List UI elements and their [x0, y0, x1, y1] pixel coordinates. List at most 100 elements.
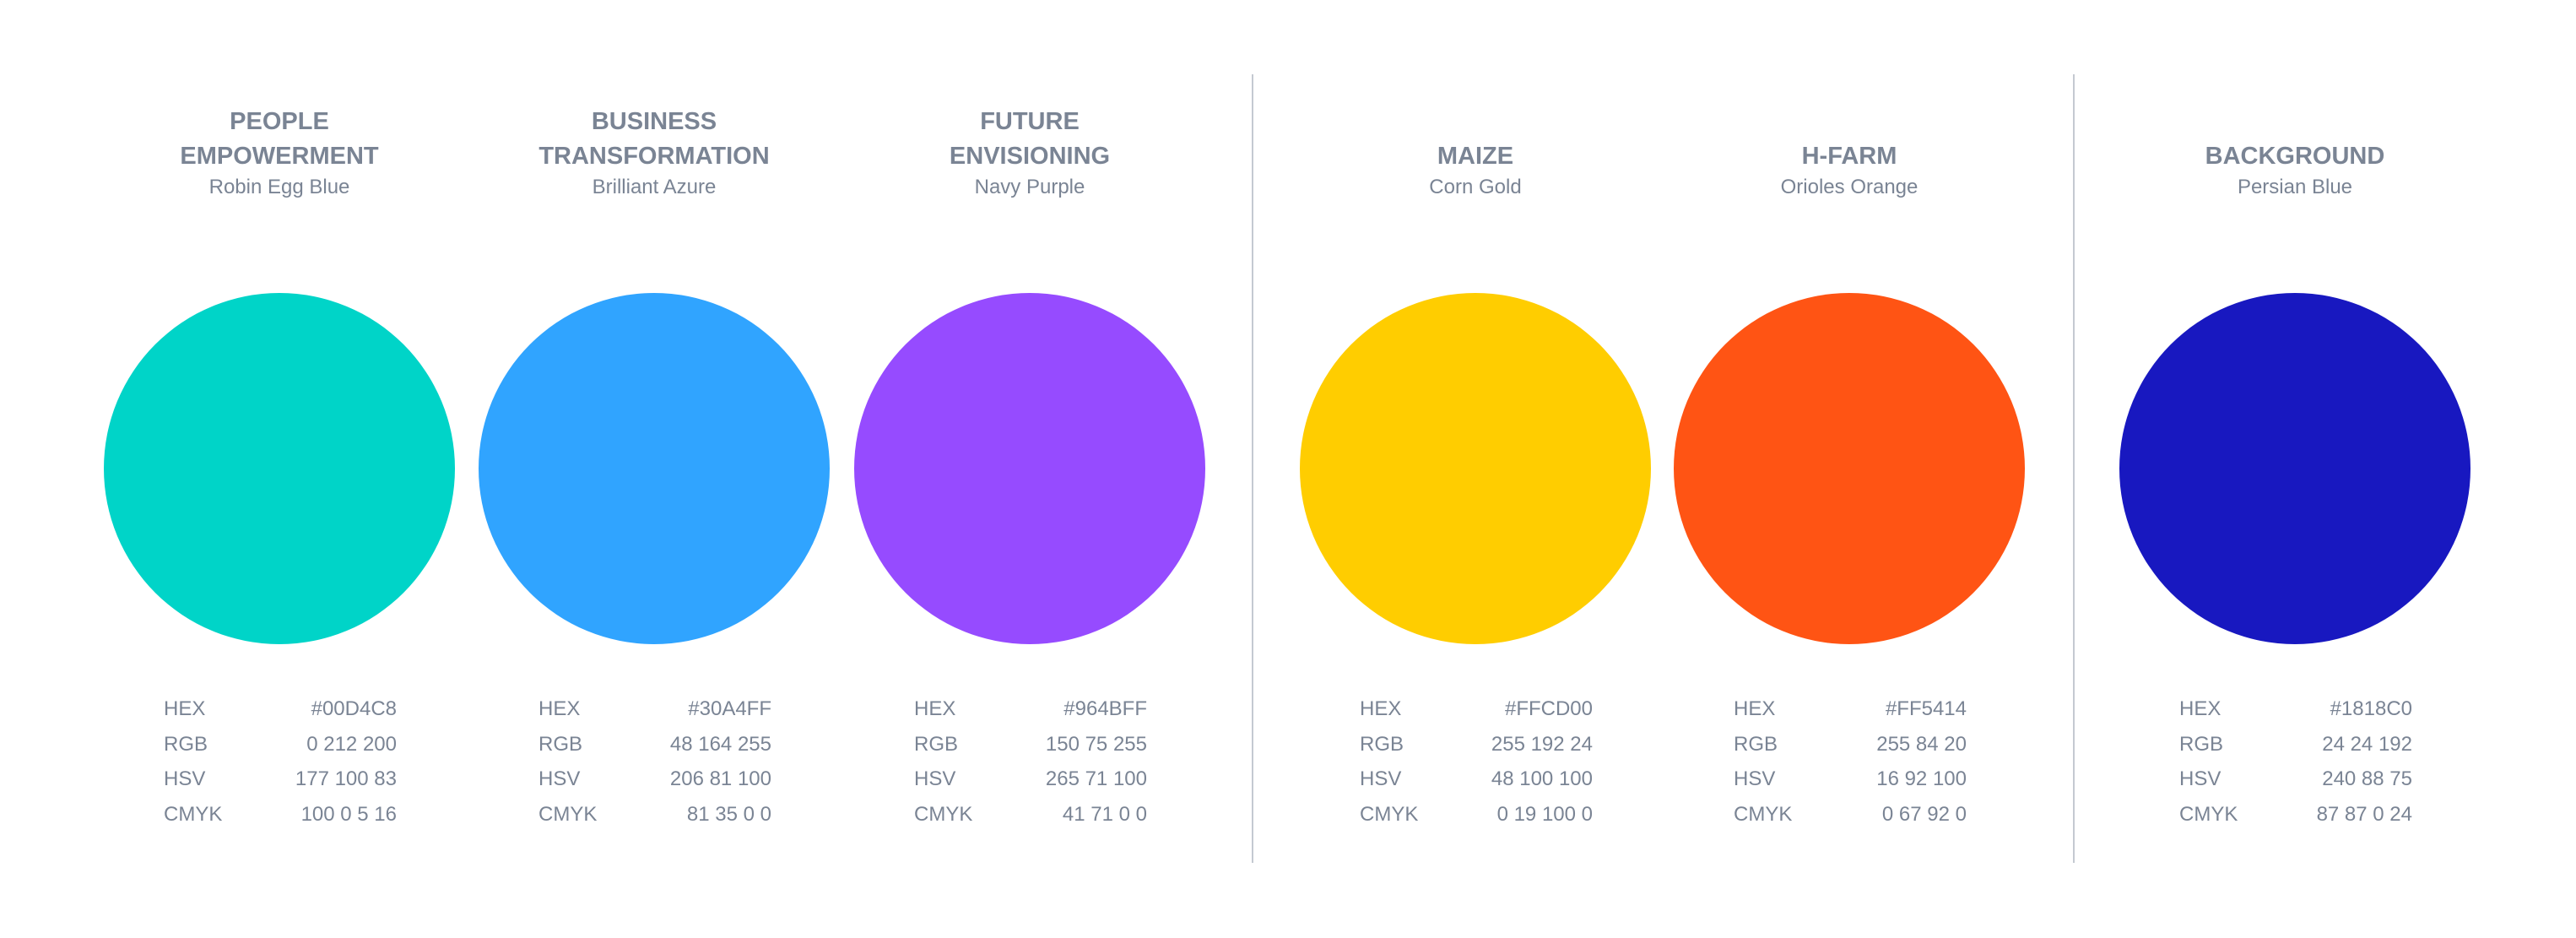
spec-value: 177 100 83 [295, 767, 397, 790]
spec-value: #30A4FF [688, 697, 771, 720]
swatch-brilliant-azure: BUSINESS TRANSFORMATION Brilliant Azure HEX… [460, 0, 848, 938]
swatch-color-name: Brilliant Azure [592, 176, 717, 198]
spec-value: #00D4C8 [311, 697, 397, 720]
spec-label: HEX [914, 697, 956, 720]
swatch-title: TRANSFORMATION [538, 143, 770, 170]
color-circle [1300, 293, 1651, 644]
spec-row: HEX #FFCD00 [1360, 697, 1593, 733]
spec-row: RGB 255 84 20 [1734, 733, 1967, 768]
spec-label: HEX [538, 697, 581, 720]
spec-value: #1818C0 [2330, 697, 2412, 720]
spec-row: CMYK 0 19 100 0 [1360, 803, 1593, 838]
spec-row: CMYK 81 35 0 0 [538, 803, 771, 838]
spec-value: 0 67 92 0 [1881, 802, 1967, 826]
swatch-color-name: Robin Egg Blue [208, 176, 350, 198]
divider [1252, 74, 1253, 863]
spec-label: HSV [164, 767, 206, 790]
spec-value: 255 84 20 [1876, 732, 1967, 756]
spec-row: HEX #00D4C8 [164, 697, 397, 733]
spec-value: 41 71 0 0 [1062, 802, 1147, 826]
spec-label: CMYK [2179, 802, 2238, 826]
swatch-color-name: Navy Purple [974, 176, 1085, 198]
spec-label: CMYK [1360, 802, 1419, 826]
spec-label: RGB [164, 732, 208, 756]
spec-label: CMYK [914, 802, 973, 826]
swatch-title: FUTURE [980, 108, 1080, 135]
swatch-title: EMPOWERMENT [180, 143, 379, 170]
spec-label: HEX [1734, 697, 1776, 720]
swatch-robin-egg-blue: PEOPLE EMPOWERMENT Robin Egg Blue HEX #00D4C… [85, 0, 474, 938]
spec-label: HSV [914, 767, 956, 790]
color-specs: HEX #FFCD00 RGB 255 192 24 HSV 48 100 100 CMYK… [1360, 697, 1593, 838]
spec-label: HSV [538, 767, 581, 790]
spec-value: 48 164 255 [669, 732, 771, 756]
spec-row: CMYK 100 0 5 16 [164, 803, 397, 838]
color-specs: HEX #964BFF RGB 150 75 255 HSV 265 71 100 CMYK… [914, 697, 1147, 838]
spec-label: CMYK [538, 802, 598, 826]
spec-row: HEX #1818C0 [2179, 697, 2412, 733]
swatch-navy-purple: FUTURE ENVISIONING Navy Purple HEX #964BFF RG… [836, 0, 1224, 938]
spec-value: 0 212 200 [306, 732, 397, 756]
spec-label: CMYK [164, 802, 223, 826]
spec-label: HSV [2179, 767, 2222, 790]
swatch-color-name: Orioles Orange [1780, 176, 1918, 198]
spec-value: #964BFF [1063, 697, 1147, 720]
swatch-color-name: Persian Blue [2237, 176, 2353, 198]
spec-row: HSV 16 92 100 [1734, 767, 1967, 803]
spec-row: HEX #FF5414 [1734, 697, 1967, 733]
spec-value: 81 35 0 0 [686, 802, 771, 826]
spec-label: HSV [1734, 767, 1776, 790]
swatch-corn-gold: MAIZE Corn Gold HEX #FFCD00 RGB 255 192 24 HSV… [1281, 0, 1670, 938]
spec-label: HSV [1360, 767, 1402, 790]
spec-value: 16 92 100 [1876, 767, 1967, 790]
swatch-persian-blue: BACKGROUND Persian Blue HEX #1818C0 RGB 24 24… [2101, 0, 2489, 938]
spec-row: CMYK 41 71 0 0 [914, 803, 1147, 838]
swatch-title: PEOPLE [230, 108, 329, 135]
spec-value: 150 75 255 [1045, 732, 1147, 756]
spec-row: CMYK 87 87 0 24 [2179, 803, 2412, 838]
color-circle [479, 293, 830, 644]
swatch-title: H-FARM [1801, 143, 1897, 170]
spec-value: 48 100 100 [1491, 767, 1593, 790]
spec-value: 0 19 100 0 [1496, 802, 1593, 826]
spec-label: RGB [1360, 732, 1404, 756]
swatch-title: MAIZE [1437, 143, 1514, 170]
spec-value: 100 0 5 16 [300, 802, 397, 826]
swatch-color-name: Corn Gold [1429, 176, 1522, 198]
spec-row: RGB 0 212 200 [164, 733, 397, 768]
spec-row: HSV 206 81 100 [538, 767, 771, 803]
spec-value: 255 192 24 [1491, 732, 1593, 756]
spec-row: HSV 240 88 75 [2179, 767, 2412, 803]
spec-row: HSV 265 71 100 [914, 767, 1147, 803]
color-specs: HEX #1818C0 RGB 24 24 192 HSV 240 88 75 CMYK 87… [2179, 697, 2412, 838]
spec-row: RGB 255 192 24 [1360, 733, 1593, 768]
spec-value: 240 88 75 [2322, 767, 2412, 790]
spec-label: HEX [164, 697, 206, 720]
color-specs: HEX #FF5414 RGB 255 84 20 HSV 16 92 100 CMYK 0 … [1734, 697, 1967, 838]
spec-row: CMYK 0 67 92 0 [1734, 803, 1967, 838]
color-circle [104, 293, 455, 644]
swatch-orioles-orange: H-FARM Orioles Orange HEX #FF5414 RGB 255 84 … [1655, 0, 2043, 938]
color-specs: HEX #30A4FF RGB 48 164 255 HSV 206 81 100 CMYK… [538, 697, 771, 838]
spec-label: RGB [914, 732, 959, 756]
spec-row: HSV 48 100 100 [1360, 767, 1593, 803]
spec-row: HEX #30A4FF [538, 697, 771, 733]
spec-label: RGB [1734, 732, 1778, 756]
spec-label: HEX [1360, 697, 1402, 720]
spec-label: CMYK [1734, 802, 1793, 826]
divider [2073, 74, 2075, 863]
spec-label: RGB [2179, 732, 2224, 756]
swatch-title: ENVISIONING [949, 143, 1111, 170]
spec-value: #FFCD00 [1504, 697, 1593, 720]
spec-row: RGB 150 75 255 [914, 733, 1147, 768]
color-specs: HEX #00D4C8 RGB 0 212 200 HSV 177 100 83 CMYK 1… [164, 697, 397, 838]
swatch-title: BUSINESS [591, 108, 717, 135]
spec-row: HEX #964BFF [914, 697, 1147, 733]
spec-row: HSV 177 100 83 [164, 767, 397, 803]
color-circle [2119, 293, 2470, 644]
spec-value: 265 71 100 [1045, 767, 1147, 790]
spec-row: RGB 48 164 255 [538, 733, 771, 768]
color-circle [854, 293, 1205, 644]
spec-label: RGB [538, 732, 583, 756]
spec-value: 206 81 100 [669, 767, 771, 790]
